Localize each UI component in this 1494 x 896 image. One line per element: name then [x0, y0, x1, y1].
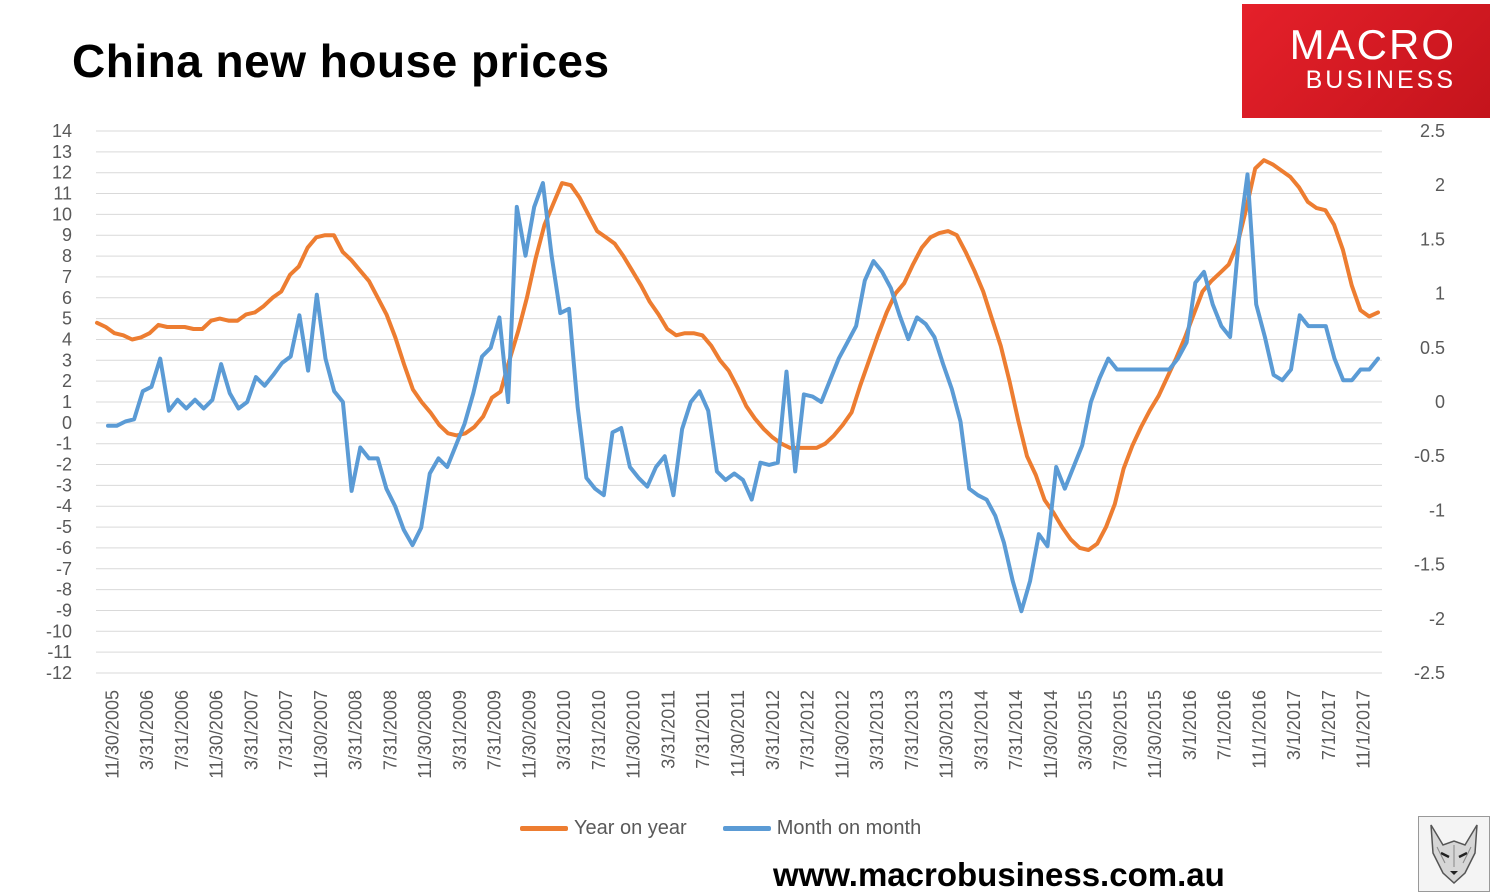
y-left-tick-label: -8 [56, 580, 72, 600]
x-tick-label: 11/30/2007 [311, 690, 331, 779]
y-right-tick-label: 0 [1435, 392, 1445, 412]
x-tick-label: 7/1/2017 [1319, 690, 1339, 760]
x-tick-label: 7/1/2016 [1215, 690, 1235, 760]
legend-item-mom: Month on month [722, 817, 922, 840]
x-tick-label: 3/31/2011 [658, 690, 678, 769]
series-lines [95, 158, 1380, 614]
x-tick-label: 11/30/2006 [207, 690, 227, 779]
y-right-tick-label: 1 [1435, 284, 1445, 304]
legend-item-yoy: Year on year [520, 817, 687, 840]
y-left-tick-label: -5 [56, 517, 72, 537]
x-tick-label: 11/30/2011 [728, 690, 748, 777]
y-left-tick-label: 0 [62, 413, 72, 433]
x-tick-label: 3/1/2016 [1180, 690, 1200, 760]
y-left-tick-label: 5 [62, 309, 72, 329]
y-left-tick-label: -10 [46, 621, 72, 641]
y-left-tick-label: 1 [62, 392, 72, 412]
series-line-year-on-year [95, 158, 1380, 552]
x-axis: 11/30/2005 3/31/2006 7/31/2006 11/30/2006 3/… [102, 690, 1373, 779]
x-tick-label: 7/31/2010 [589, 690, 609, 770]
x-tick-label: 11/30/2005 [102, 690, 122, 779]
chart-title: China new house prices [72, 35, 610, 87]
x-tick-label: 7/31/2011 [693, 690, 713, 769]
y-left-tick-label: 7 [62, 267, 72, 287]
x-tick-label: 11/1/2016 [1249, 690, 1269, 769]
x-tick-label: 7/31/2012 [798, 690, 818, 770]
x-tick-label: 3/31/2007 [241, 690, 261, 770]
x-tick-label: 3/31/2013 [867, 690, 887, 770]
logo-line-1: MACRO [1289, 21, 1456, 68]
y-left-tick-label: 12 [52, 163, 72, 183]
y-left-tick-label: -4 [56, 496, 72, 516]
gridlines [96, 130, 1382, 674]
y-left-tick-label: 2 [62, 371, 72, 391]
y-right-tick-label: -1.5 [1414, 555, 1445, 575]
legend-swatch-mom [722, 826, 771, 831]
x-tick-label: 7/31/2009 [485, 690, 505, 770]
legend-label-yoy: Year on year [574, 817, 687, 839]
y-left-tick-label: -3 [56, 475, 72, 495]
fox-logo-icon [1418, 816, 1490, 892]
x-tick-label: 11/30/2010 [624, 690, 644, 779]
x-tick-label: 11/30/2009 [519, 690, 539, 779]
y-left-tick-label: -11 [47, 642, 72, 662]
x-tick-label: 3/31/2014 [971, 690, 991, 770]
y-left-tick-label: -1 [56, 434, 72, 454]
y-left-tick-label: -12 [46, 663, 72, 683]
x-tick-label: 7/31/2008 [380, 690, 400, 770]
x-tick-label: 3/30/2015 [1076, 690, 1096, 770]
y-right-tick-label: 2 [1435, 175, 1445, 195]
x-tick-label: 7/31/2006 [172, 690, 192, 770]
y-left-tick-label: 11 [53, 184, 72, 204]
chart-legend: Year on year Month on month [520, 817, 921, 840]
y-left-tick-label: -7 [56, 559, 72, 579]
x-tick-label: 11/30/2015 [1145, 690, 1165, 779]
y-left-tick-label: 6 [62, 288, 72, 308]
x-tick-label: 7/31/2014 [1006, 690, 1026, 770]
legend-label-mom: Month on month [776, 817, 922, 839]
x-tick-label: 7/31/2013 [902, 690, 922, 770]
x-tick-label: 3/31/2012 [763, 690, 783, 770]
x-tick-label: 3/31/2009 [450, 690, 470, 770]
y-left-tick-label: 14 [52, 121, 72, 141]
y-right-tick-label: -2 [1429, 609, 1445, 629]
x-tick-label: 3/31/2010 [554, 690, 574, 770]
x-tick-label: 3/31/2006 [137, 690, 157, 770]
y-right-tick-label: -1 [1429, 500, 1445, 520]
y-right-tick-label: -2.5 [1414, 663, 1445, 683]
x-tick-label: 3/1/2017 [1284, 690, 1304, 760]
legend-swatch-yoy [520, 826, 568, 831]
x-tick-label: 11/30/2013 [937, 690, 957, 779]
y-left-tick-label: 13 [52, 142, 72, 162]
y-left-tick-label: 10 [52, 204, 72, 224]
y-left-tick-label: -2 [56, 455, 72, 475]
x-tick-label: 7/30/2015 [1110, 690, 1130, 770]
right-y-axis: 2.5 2 1.5 1 0.5 0 -0.5 -1 -1.5 -2 -2.5 [1414, 121, 1445, 683]
y-left-tick-label: 9 [62, 225, 72, 245]
x-tick-label: 3/31/2008 [346, 690, 366, 770]
x-tick-label: 11/30/2008 [415, 690, 435, 779]
left-y-axis: 14131211109876543210-1-2-3-4-5-6-7-8-9-1… [46, 121, 72, 683]
x-tick-label: 11/30/2014 [1041, 690, 1061, 779]
x-tick-label: 11/30/2012 [832, 690, 852, 779]
y-left-tick-label: 8 [62, 246, 72, 266]
website-url: www.macrobusiness.com.au [773, 856, 1225, 893]
macrobusiness-logo: MACRO BUSINESS [1242, 4, 1490, 118]
logo-line-2: BUSINESS [1305, 66, 1456, 94]
x-tick-label: 7/31/2007 [276, 690, 296, 770]
y-right-tick-label: 0.5 [1420, 338, 1445, 358]
y-right-tick-label: -0.5 [1414, 446, 1445, 466]
y-left-tick-label: 3 [62, 350, 72, 370]
series-line-month-on-month [106, 172, 1380, 614]
y-right-tick-label: 1.5 [1420, 229, 1445, 249]
x-tick-label: 11/1/2017 [1354, 690, 1374, 769]
y-left-tick-label: 4 [62, 329, 72, 349]
y-left-tick-label: -9 [56, 600, 72, 620]
y-right-tick-label: 2.5 [1420, 121, 1445, 141]
y-left-tick-label: -6 [56, 538, 72, 558]
